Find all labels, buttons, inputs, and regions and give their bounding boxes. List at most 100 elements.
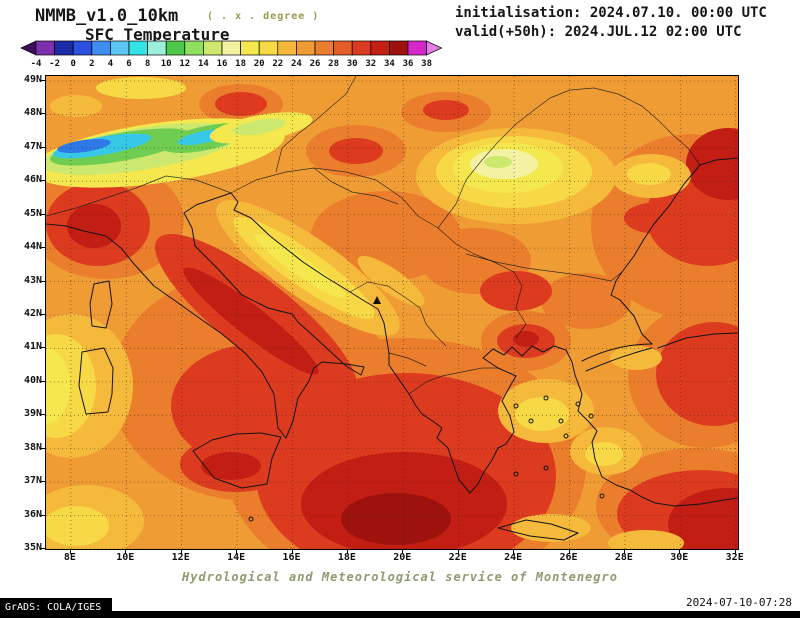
colorbar-segment [389,40,409,56]
lat-label: 42N [23,308,42,319]
lat-label: 37N [23,475,42,487]
colorbar-segment [35,40,55,56]
lat-tick [40,180,45,182]
lon-tick [679,549,681,554]
colorbar-segment [91,40,111,56]
colorbar-segment [426,40,443,56]
map-frame [45,75,739,550]
lat-label: 38N [23,441,42,453]
colorbar-segment [277,40,297,56]
colorbar-tick-label: 10 [161,59,172,69]
temperature-map [46,76,738,549]
colorbar-segment [20,40,37,56]
lat-tick [40,280,45,282]
colorbar-tick-label: 8 [145,59,150,69]
lon-tick [346,549,348,554]
colorbar-tick-label: 22 [272,59,283,69]
lat-label: 35N [23,542,42,554]
lat-label: 46N [23,174,42,186]
colorbar-tick-label: 32 [365,59,376,69]
lat-tick [40,514,45,516]
colorbar-tick-label: 0 [70,59,75,69]
lon-tick [734,549,736,554]
colorbar-tick-label: 14 [198,59,209,69]
lon-label: 24E [504,552,523,563]
lon-label: 18E [337,552,356,563]
lon-label: 14E [227,552,246,563]
lon-tick [513,549,515,554]
colorbar-segment [72,40,93,56]
colorbar-segment [128,40,148,56]
colorbar-tick-label: 4 [108,59,114,69]
lon-label: 30E [670,552,689,563]
colorbar-segment [54,40,74,56]
field-title: SFC Temperature [85,25,230,44]
colorbar-tick-label: 28 [328,59,339,69]
model-title: NMMB_v1.0_10km [35,6,179,26]
colorbar-tick-label: 24 [291,59,302,69]
colorbar-tick-label: 30 [347,59,358,69]
colorbar-segment [147,40,167,56]
lat-label: 47N [23,140,42,152]
colorbar-segment [221,40,241,56]
generation-timestamp: 2024-07-10-07:28 [686,596,792,609]
lat-tick [40,314,45,315]
lat-tick [40,247,45,249]
colorbar-tick-label: 12 [179,59,190,69]
lon-tick [623,549,625,554]
lon-tick [236,549,238,554]
colorbar-segment [203,40,223,56]
lat-tick [40,414,45,416]
country-borders [46,76,701,395]
grid-layer [46,76,738,549]
temperature-colorbar: -4 -2 0 2 4 6 8 10 12 14 16 18 20 22 24 26 28 30 32 34 36 38 [20,40,443,69]
lat-label: 48N [23,107,42,119]
colorbar-segment [165,40,186,56]
colorbar-segment [110,40,130,56]
lon-tick [291,549,293,554]
lat-tick [40,548,45,550]
initialisation-time: initialisation: 2024.07.10. 00:00 UTC [455,5,767,21]
colorbar-tick-label: 20 [254,59,265,69]
lon-label: 32E [725,552,744,563]
lat-tick [40,146,45,148]
lon-tick [402,549,404,554]
coastlines [46,157,738,541]
lat-label: 49N [23,74,42,85]
colorbar-segment [184,40,204,56]
station-marker [373,296,381,304]
lat-tick [40,447,45,449]
lon-label: 16E [282,552,301,563]
lat-label: 43N [23,274,42,286]
colorbar-tick-label: 34 [384,59,395,69]
colorbar-tick-label: 6 [126,59,131,69]
colorbar-segment [370,40,390,56]
colorbar-segment [296,40,316,56]
lat-tick [40,347,45,349]
lon-label: 28E [614,552,633,563]
lon-tick [180,549,182,554]
colorbar-segment [351,40,372,56]
colorbar-tick-label: 18 [235,59,246,69]
lat-label: 45N [23,207,42,219]
colorbar-segment [314,40,334,56]
lon-label: 10E [116,552,135,563]
lat-label: 41N [23,341,42,353]
bottom-strip [0,611,800,618]
colorbar-segment [240,40,260,56]
colorbar-tick-label: 26 [310,59,321,69]
colorbar-tick-label: 38 [421,59,432,69]
temperature-field [46,76,738,549]
colorbar-segment [407,40,427,56]
lat-tick [40,213,45,215]
lon-label: 12E [171,552,190,563]
lon-label: 22E [448,552,467,563]
lat-label: 39N [23,408,42,420]
lat-label: 36N [23,508,42,520]
alps-cool-zone [46,112,313,188]
lat-tick [40,80,45,81]
grads-credit: GrADS: COLA/IGES [0,598,112,618]
colorbar-tick-label: 16 [217,59,228,69]
lat-label: 40N [23,374,42,386]
